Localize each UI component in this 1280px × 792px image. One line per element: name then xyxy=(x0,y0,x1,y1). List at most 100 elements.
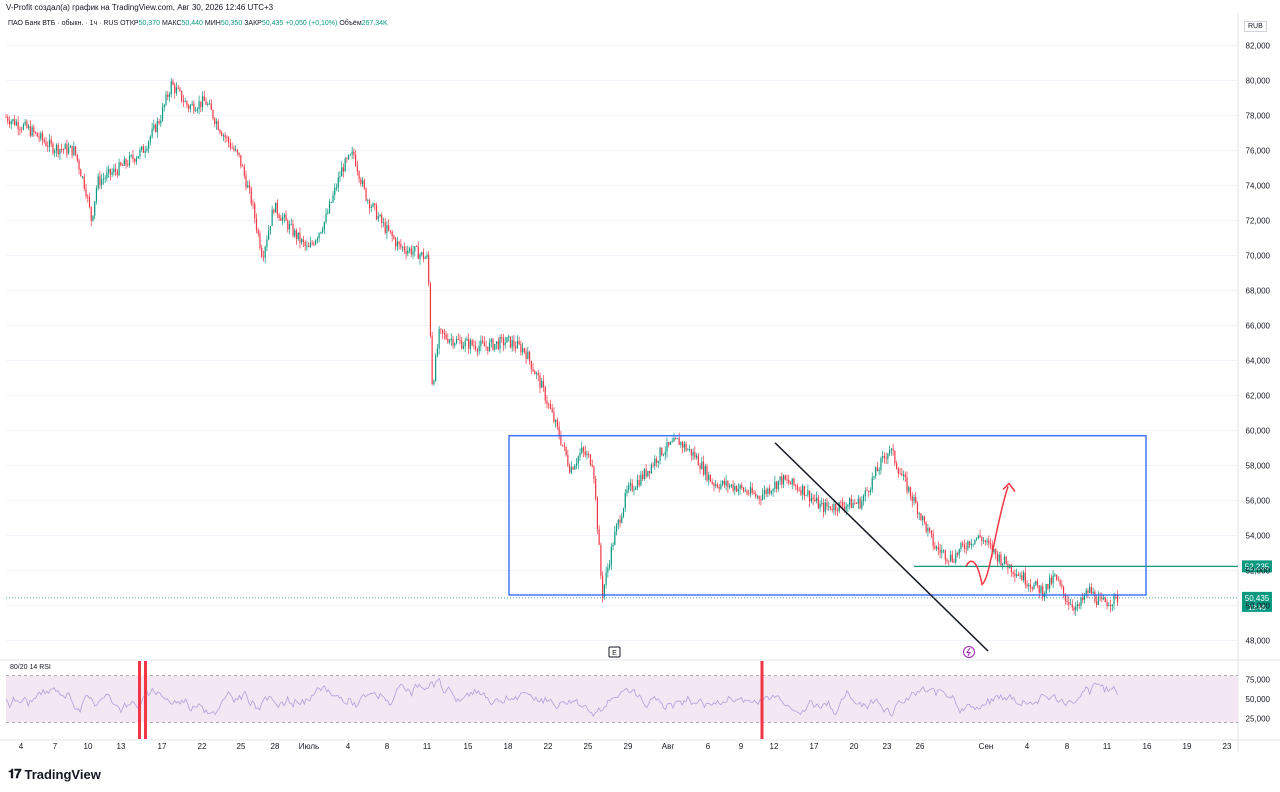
candle-body xyxy=(657,460,659,463)
x-tick-label: 11 xyxy=(1103,742,1112,751)
candle-body xyxy=(598,529,600,545)
candle-body xyxy=(873,476,875,478)
candle-body xyxy=(608,564,611,568)
candle-body xyxy=(588,453,590,455)
candle-body xyxy=(494,344,496,350)
candle-body xyxy=(925,521,927,532)
candle-body xyxy=(194,110,197,112)
symbol-title[interactable]: ПАО Банк ВТБ · обыкн. · 1ч · RUS xyxy=(8,20,119,27)
candle-body xyxy=(483,342,485,347)
candle-body xyxy=(998,554,1000,562)
candle-body xyxy=(535,373,538,375)
candle-body xyxy=(713,483,715,486)
dividend-bolt xyxy=(966,647,971,657)
candle-body xyxy=(953,561,955,563)
rsi-tick-label: 75,000 xyxy=(1246,676,1271,685)
candle-body xyxy=(193,103,195,112)
candle-body xyxy=(1113,594,1115,605)
candle-body xyxy=(960,543,962,549)
candle-body xyxy=(1033,584,1035,590)
candle-body xyxy=(586,453,588,456)
candle-body xyxy=(652,464,654,466)
candle-body xyxy=(720,484,722,489)
candle-body xyxy=(989,543,992,545)
candle-body xyxy=(579,452,581,457)
candle-body xyxy=(795,484,797,487)
candle-body xyxy=(41,133,44,141)
candle-body xyxy=(1035,580,1037,585)
candle-body xyxy=(271,209,273,227)
candle-body xyxy=(429,283,432,336)
candle-body xyxy=(956,553,959,555)
candle-body xyxy=(1106,602,1108,607)
candle-body xyxy=(600,544,602,576)
candle-body xyxy=(949,554,952,561)
candle-body xyxy=(414,246,416,252)
candle-body xyxy=(887,453,889,459)
candle-body xyxy=(574,465,576,470)
candle-body xyxy=(28,126,30,128)
x-tick-label: Сен xyxy=(979,742,994,751)
candle-body xyxy=(191,103,193,106)
candle-body xyxy=(821,502,823,504)
candle-body xyxy=(758,496,760,500)
candle-body xyxy=(756,496,759,497)
candle-body xyxy=(188,105,190,110)
candle-body xyxy=(339,176,341,178)
candle-body xyxy=(1010,564,1012,573)
tradingview-logo-icon: 𝟏𝟕 xyxy=(8,766,22,781)
y-tick-label: 82,000 xyxy=(1246,42,1271,51)
x-tick-label: 16 xyxy=(1143,742,1152,751)
candle-body xyxy=(139,149,141,157)
candle-body xyxy=(828,506,830,508)
candle-body xyxy=(661,447,663,456)
candle-body xyxy=(475,345,477,350)
earnings-marker-label: E xyxy=(612,650,617,657)
candle-body xyxy=(831,509,833,511)
rsi-alert-bar xyxy=(138,661,141,739)
candle-body xyxy=(814,499,816,501)
candle-body xyxy=(1022,572,1025,581)
candle-body xyxy=(984,540,986,542)
candle-body xyxy=(692,452,694,456)
candle-body xyxy=(334,187,336,195)
candle-body xyxy=(1087,590,1089,593)
candle-body xyxy=(109,168,111,175)
candle-body xyxy=(365,188,367,201)
candle-body xyxy=(782,475,785,485)
x-tick-label: 6 xyxy=(706,742,711,751)
candle-body xyxy=(478,345,480,352)
tradingview-brand[interactable]: 𝟏𝟕 TradingView xyxy=(8,766,101,782)
candle-body xyxy=(530,360,532,370)
currency-badge[interactable]: RUB xyxy=(1244,21,1267,32)
candle-body xyxy=(113,168,115,173)
candle-body xyxy=(730,484,732,486)
candle-body xyxy=(1097,597,1099,605)
candle-body xyxy=(1005,556,1007,564)
candle-body xyxy=(10,121,12,125)
candle-body xyxy=(309,242,312,247)
candle-body xyxy=(878,469,880,472)
candle-body xyxy=(421,252,423,255)
y-tick-label: 58,000 xyxy=(1246,462,1271,471)
candle-body xyxy=(292,223,294,236)
candle-body xyxy=(589,454,592,465)
x-tick-label: 25 xyxy=(237,742,246,751)
candle-body xyxy=(859,498,861,509)
x-tick-label: Июль xyxy=(299,742,319,751)
candle-body xyxy=(26,121,28,128)
candle-body xyxy=(744,490,746,492)
candle-body xyxy=(972,543,974,545)
candle-body xyxy=(746,490,748,494)
candle-body xyxy=(208,103,211,105)
candle-body xyxy=(407,250,409,254)
open-value: 50,370 xyxy=(138,20,160,27)
candle-body xyxy=(1024,572,1026,585)
candle-body xyxy=(12,119,14,122)
candle-body xyxy=(457,338,459,340)
candle-body xyxy=(306,245,308,247)
candle-body xyxy=(499,337,501,349)
candle-body xyxy=(29,126,31,136)
candle-body xyxy=(537,373,539,376)
